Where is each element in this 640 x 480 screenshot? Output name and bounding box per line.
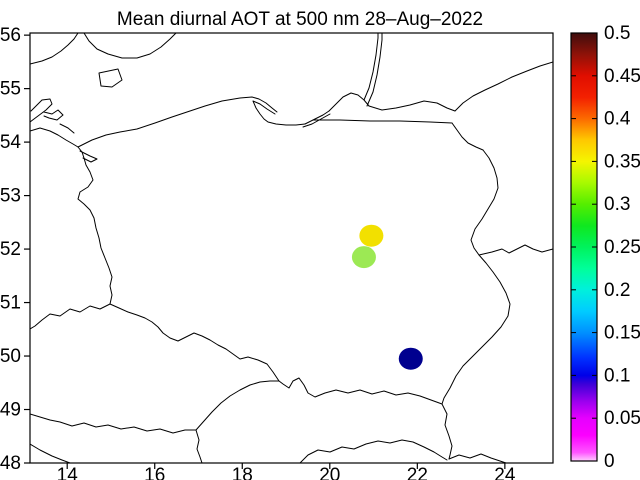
aot-station-marker [351,246,376,269]
x-tick-label: 22 [407,465,428,480]
x-tick-label: 20 [319,465,340,480]
map-border-czech-slovakia [195,380,280,431]
y-tick-label: 48 [0,453,21,474]
colorbar: 0.5 0.45 0.4 0.35 0.3 0.25 0.2 0.15 0.1 0.05 0 [570,23,640,472]
map-border-czech-austria [30,413,197,434]
map-coast-germany-ruegen [30,98,98,163]
map-vistula-spit [304,110,330,125]
map-border-russia-lithuania [368,100,456,112]
colorbar-tick-label: 0.3 [604,194,630,215]
colorbar-tick-label: 0.05 [604,408,640,429]
map-border-poland-belarus [470,149,499,256]
x-tick-label: 18 [232,465,253,480]
y-tick-label: 51 [0,293,21,314]
y-tick-label: 53 [0,186,21,207]
map-border-ukraine-hungary [448,453,507,463]
map-outlines [30,33,553,463]
map-border-germany-poland [77,146,113,305]
colorbar-tick-label: 0.15 [604,323,640,344]
colorbar-ticks [571,75,597,419]
map-border-belarus-ukraine [478,244,553,256]
colorbar-tick-label: 0.25 [604,237,640,258]
colorbar-tick-label: 0.5 [604,23,630,44]
x-axis: 14 16 18 20 22 24 [57,463,516,480]
aot-station-marker [359,224,384,247]
colorbar-tick-label: 0.2 [604,280,630,301]
map-border-germany-austria [30,443,71,463]
map-curonian-spit [363,33,383,107]
map-border-slovakia-hungary [299,439,448,463]
map-border-poland-slovakia [278,377,443,405]
y-tick-label: 55 [0,79,21,100]
colorbar-tick-label: 0.45 [604,66,640,87]
map-border-czech-poland [109,303,280,382]
map-coastline-sweden [30,33,177,65]
map-border-lithuania-belarus [454,61,553,112]
map-border-poland-ukraine [441,254,511,405]
colorbar-tick-label: 0.35 [604,151,640,172]
map-border-czech-germany [30,303,111,330]
map-poland-baltic-coast [77,96,278,148]
map-hel-peninsula-and-gdansk-bay [252,100,306,126]
x-tick-label: 14 [57,465,79,480]
aot-station-marker [398,347,423,370]
data-points [351,224,423,370]
map-border-poland-lithuania [451,122,484,151]
colorbar-tick-label: 0.4 [604,109,631,130]
y-tick-label: 56 [0,25,21,46]
plot-border [29,32,554,464]
map-border-slovakia-ukraine [441,403,453,460]
map-vistula-lagoon-shore [302,113,331,128]
map-border-russia-poland [312,119,453,124]
y-axis: 48 49 50 51 52 53 54 55 56 [0,25,30,474]
x-tick-label: 24 [494,465,516,480]
y-tick-label: 52 [0,239,21,260]
x-tick-label: 16 [144,465,165,480]
colorbar-labels: 0.5 0.45 0.4 0.35 0.3 0.25 0.2 0.15 0.1 0.05 0 [604,23,640,472]
y-tick-label: 54 [0,132,21,153]
y-tick-label: 49 [0,400,21,421]
colorbar-tick-label: 0.1 [604,365,630,386]
y-tick-label: 50 [0,346,21,367]
map-island-bornholm [98,68,123,88]
map-coast-sambia [328,92,370,112]
plot-title: Mean diurnal AOT at 500 nm 28–Aug–2022 [117,9,483,30]
colorbar-tick-label: 0 [604,451,615,472]
map-border-austria-slovakia [195,429,203,463]
